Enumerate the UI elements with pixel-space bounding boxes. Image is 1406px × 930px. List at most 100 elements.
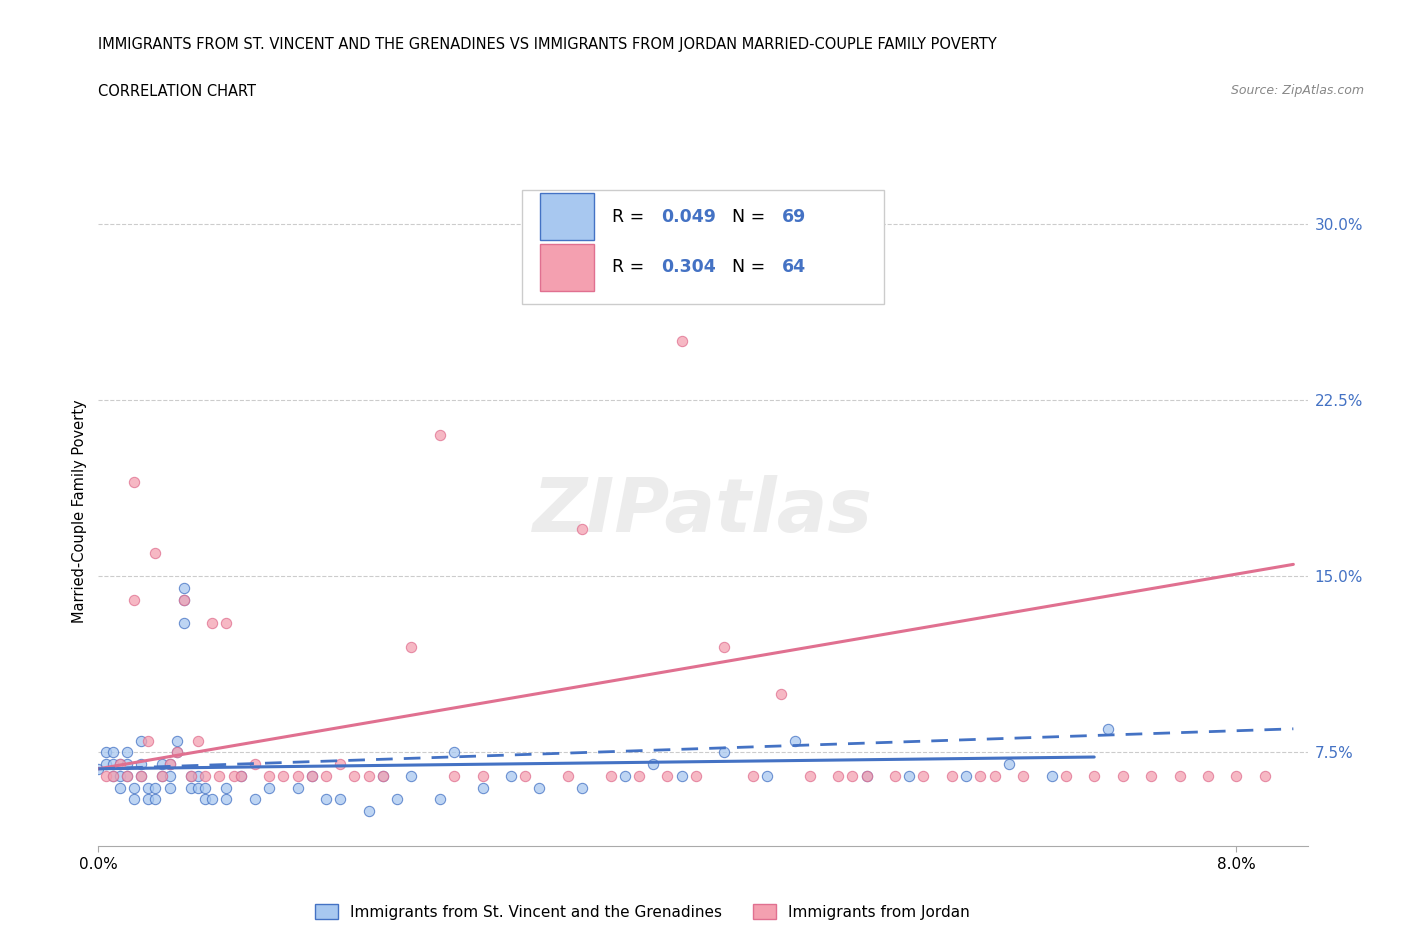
Point	[108, 768, 131, 783]
Point	[983, 768, 1005, 783]
Point	[173, 592, 195, 607]
Point	[912, 768, 935, 783]
Point	[173, 580, 195, 595]
Point	[329, 791, 352, 806]
Text: IMMIGRANTS FROM ST. VINCENT AND THE GRENADINES VS IMMIGRANTS FROM JORDAN MARRIED: IMMIGRANTS FROM ST. VINCENT AND THE GREN…	[98, 37, 997, 52]
Point	[955, 768, 977, 783]
Text: N =: N =	[721, 208, 770, 226]
Point	[301, 768, 323, 783]
Point	[855, 768, 877, 783]
Point	[136, 791, 159, 806]
Point	[1168, 768, 1191, 783]
Point	[713, 745, 735, 760]
Point	[115, 757, 138, 772]
Point	[499, 768, 522, 783]
Point	[1197, 768, 1219, 783]
Point	[401, 768, 423, 783]
Point	[115, 745, 138, 760]
Point	[194, 780, 217, 795]
Point	[115, 768, 138, 783]
Point	[329, 757, 352, 772]
FancyBboxPatch shape	[540, 244, 595, 290]
Point	[187, 733, 209, 748]
Point	[94, 745, 117, 760]
Point	[1040, 768, 1063, 783]
Point	[101, 745, 124, 760]
Point	[315, 791, 337, 806]
Point	[613, 768, 636, 783]
Point	[159, 757, 181, 772]
Point	[101, 757, 124, 772]
Point	[785, 733, 807, 748]
Point	[243, 757, 266, 772]
Point	[273, 768, 295, 783]
Text: 64: 64	[782, 259, 806, 276]
Point	[1111, 768, 1133, 783]
Point	[343, 768, 366, 783]
Point	[108, 757, 131, 772]
Point	[215, 791, 238, 806]
Text: 0.049: 0.049	[661, 208, 716, 226]
Point	[101, 768, 124, 783]
Point	[129, 768, 152, 783]
Point	[159, 768, 181, 783]
Point	[122, 474, 145, 489]
FancyBboxPatch shape	[522, 190, 884, 304]
Point	[180, 768, 202, 783]
Point	[215, 616, 238, 631]
Point	[143, 545, 166, 560]
Point	[443, 745, 465, 760]
Point	[166, 733, 188, 748]
Point	[799, 768, 821, 783]
Point	[229, 768, 252, 783]
Point	[671, 334, 693, 349]
Text: R =: R =	[613, 259, 650, 276]
Point	[529, 780, 551, 795]
Point	[827, 768, 849, 783]
Point	[385, 791, 408, 806]
Point	[557, 768, 579, 783]
Point	[122, 780, 145, 795]
Point	[257, 768, 280, 783]
Point	[571, 522, 593, 537]
Point	[87, 762, 110, 777]
Point	[122, 592, 145, 607]
Point	[685, 768, 707, 783]
Point	[1097, 722, 1119, 737]
Point	[1083, 768, 1105, 783]
Point	[429, 428, 451, 443]
Point	[471, 768, 494, 783]
Point	[201, 791, 224, 806]
Text: N =: N =	[721, 259, 770, 276]
Point	[443, 768, 465, 783]
Legend: Immigrants from St. Vincent and the Grenadines, Immigrants from Jordan: Immigrants from St. Vincent and the Gren…	[309, 897, 976, 925]
Point	[371, 768, 394, 783]
Point	[429, 791, 451, 806]
Point	[152, 757, 174, 772]
Point	[471, 780, 494, 795]
Point	[1054, 768, 1077, 783]
Point	[515, 768, 537, 783]
Point	[401, 639, 423, 654]
Point	[201, 616, 224, 631]
Point	[229, 768, 252, 783]
Point	[756, 768, 779, 783]
Point	[1254, 768, 1277, 783]
Point	[657, 768, 679, 783]
Point	[187, 780, 209, 795]
Y-axis label: Married-Couple Family Poverty: Married-Couple Family Poverty	[72, 400, 87, 623]
Point	[143, 791, 166, 806]
Point	[152, 768, 174, 783]
Point	[122, 791, 145, 806]
Point	[187, 768, 209, 783]
Point	[1012, 768, 1035, 783]
Point	[998, 757, 1021, 772]
Point	[152, 768, 174, 783]
Point	[1225, 768, 1247, 783]
Point	[194, 768, 217, 783]
Point	[115, 768, 138, 783]
Point	[159, 780, 181, 795]
Point	[671, 768, 693, 783]
Point	[643, 757, 665, 772]
Point	[243, 791, 266, 806]
